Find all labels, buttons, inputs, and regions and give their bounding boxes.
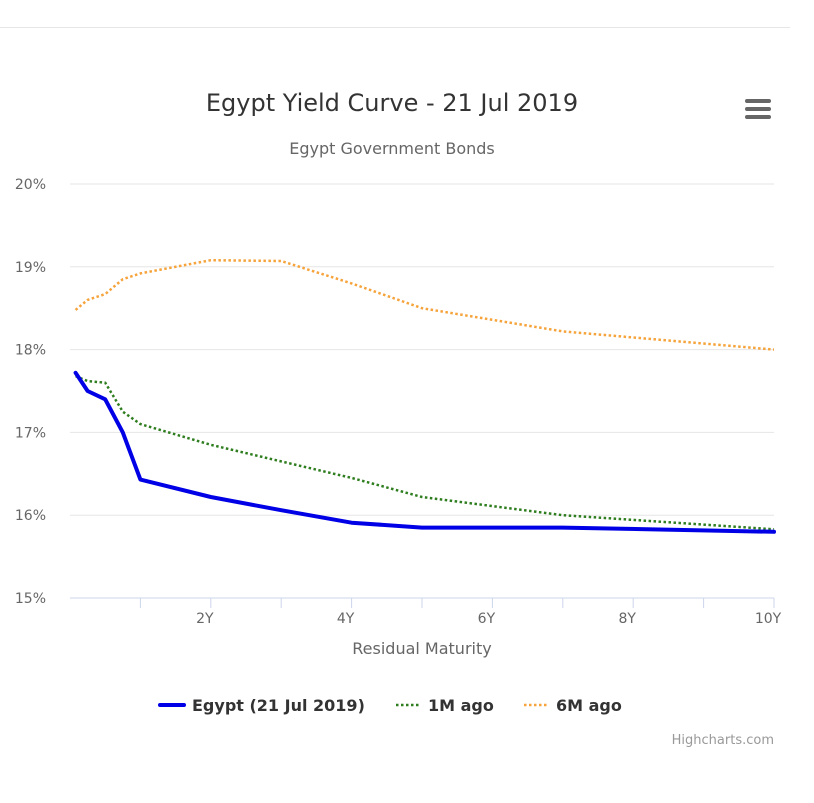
top-divider — [0, 27, 790, 28]
x-axis: 2Y 4Y 6Y 8Y 10Y — [70, 597, 782, 627]
legend-item[interactable]: 1M ago — [396, 696, 494, 715]
y-tick-label: 17% — [15, 425, 46, 441]
y-axis-ticks: 15% 16% 17% 18% 19% 20% — [15, 177, 46, 607]
chart-title: Egypt Yield Curve - 21 Jul 2019 — [206, 89, 578, 117]
legend-label: 6M ago — [556, 696, 622, 715]
grid-lines — [70, 183, 774, 599]
y-tick-label: 18% — [15, 343, 46, 359]
highcharts-credits-link[interactable]: Highcharts.com — [672, 733, 774, 748]
legend-item[interactable]: Egypt (21 Jul 2019) — [158, 696, 365, 715]
x-tick-label: 4Y — [337, 611, 355, 627]
x-tick-label: 8Y — [618, 611, 636, 627]
legend: Egypt (21 Jul 2019) 1M ago 6M ago — [158, 696, 622, 715]
y-tick-label: 20% — [15, 177, 46, 193]
hamburger-menu-icon[interactable] — [740, 92, 774, 126]
legend-item[interactable]: 6M ago — [524, 696, 622, 715]
chart-subtitle: Egypt Government Bonds — [289, 139, 495, 158]
legend-label: 1M ago — [428, 696, 494, 715]
legend-label: Egypt (21 Jul 2019) — [192, 696, 365, 715]
y-tick-label: 16% — [15, 508, 46, 524]
series-line-1m-ago[interactable] — [75, 374, 775, 531]
series-line-6m-ago[interactable] — [74, 258, 775, 351]
series-line-egypt-21-jul-2019[interactable] — [73, 370, 776, 534]
y-tick-label: 19% — [15, 260, 46, 276]
x-axis-label: Residual Maturity — [352, 639, 491, 658]
y-tick-label: 15% — [15, 591, 46, 607]
x-tick-label: 2Y — [196, 611, 214, 627]
x-tick-label: 6Y — [478, 611, 496, 627]
x-tick-label: 10Y — [755, 611, 782, 627]
series-layer — [73, 258, 776, 534]
